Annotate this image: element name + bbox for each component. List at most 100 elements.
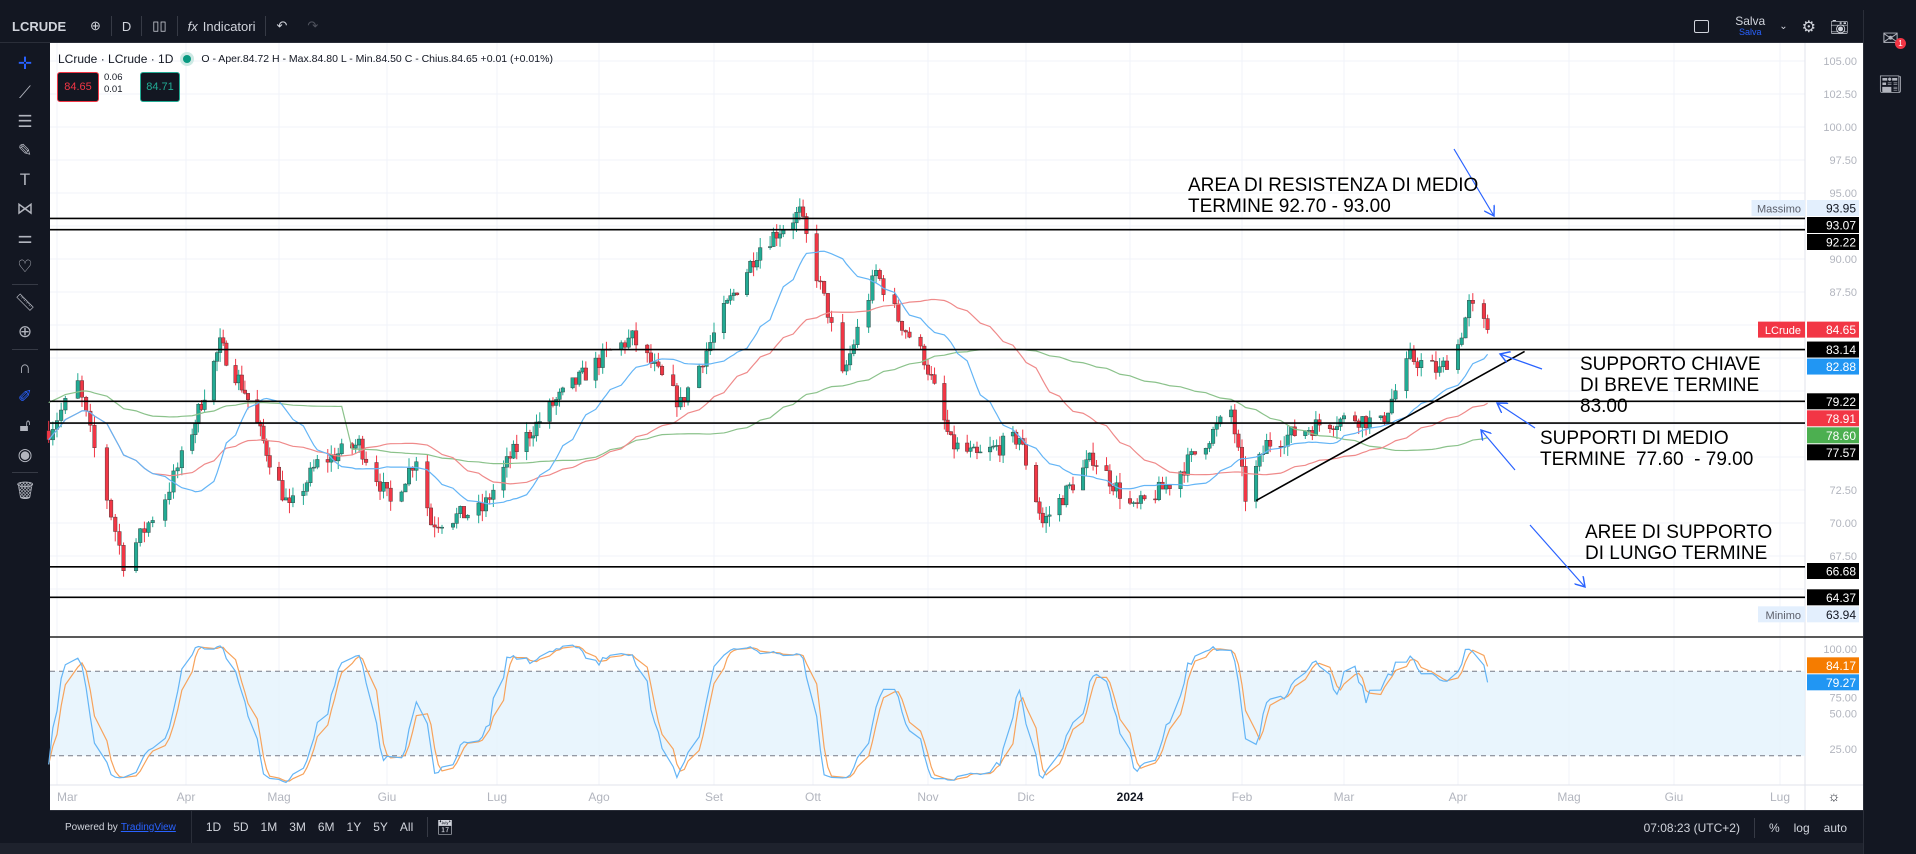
candle-body (1356, 420, 1361, 428)
candle-body (1232, 409, 1237, 435)
candle-body (233, 365, 238, 384)
sell-price-button[interactable]: 84.65 (57, 72, 99, 102)
time-axis-label: Mag (1557, 790, 1580, 804)
candle-body (290, 495, 295, 503)
candle-body (708, 342, 713, 352)
prediction-tool-icon[interactable]: ⚌ (17, 227, 33, 247)
range-5y[interactable]: 5Y (373, 820, 388, 834)
stay-drawing-mode-icon[interactable]: ✐ (17, 386, 33, 406)
candle-body (965, 442, 970, 452)
add-symbol-button[interactable]: ⊕ (80, 10, 111, 42)
brush-icon[interactable]: ✎ (17, 140, 33, 160)
candle-body (364, 458, 369, 463)
heart-icon[interactable]: ♡ (17, 256, 33, 276)
fib-lines-icon[interactable]: ☰ (17, 111, 33, 131)
candle-body (1142, 495, 1147, 500)
magnet-icon[interactable]: ∩ (18, 357, 32, 377)
time-axis-label: Giu (378, 790, 397, 804)
range-6m[interactable]: 6M (317, 820, 335, 834)
bottom-panel-handle[interactable] (0, 843, 1863, 854)
price-axis-tag (1807, 321, 1859, 338)
crosshair-icon[interactable]: ✛ (17, 53, 33, 73)
trash-icon[interactable]: 🗑︎ (14, 480, 36, 500)
lock-icon[interactable]: 🔓︎ (19, 415, 31, 435)
zoom-in-icon[interactable]: ⊕ (17, 321, 33, 341)
range-1m[interactable]: 1M (260, 820, 278, 834)
candle-body (994, 445, 999, 447)
symbol-search[interactable]: LCRUDE (12, 18, 67, 34)
goto-date-calendar-icon[interactable]: 📅︎ (436, 818, 455, 835)
settings-gear-icon[interactable]: ⚙ (1801, 18, 1816, 36)
candle-body (117, 531, 122, 546)
chart-type-button[interactable]: ▯▯ (142, 10, 176, 42)
candle-body (955, 442, 960, 450)
messages-button[interactable]: ✉ 1 (1864, 20, 1916, 56)
pattern-tool-icon[interactable]: ⋈ (16, 198, 34, 218)
candle-body (932, 374, 937, 384)
interval-button[interactable]: D (121, 18, 132, 34)
candle-body (1444, 360, 1449, 370)
text-tool-icon[interactable]: T (19, 169, 31, 189)
annotation-long-support[interactable]: AREE DI SUPPORTO DI LUNGO TERMINE (1585, 522, 1773, 564)
candle-body (410, 468, 415, 471)
candle-body (801, 206, 806, 217)
candle-body (781, 229, 786, 235)
candle-body (104, 447, 109, 501)
annotation-key-support[interactable]: SUPPORTO CHIAVE DI BREVE TERMINE 83.00 (1580, 354, 1761, 417)
price-axis-value: 66.68 (1826, 565, 1856, 579)
redo-button[interactable]: ↷ (297, 10, 328, 42)
camera-icon[interactable]: 📷︎ (1829, 18, 1849, 36)
price-axis-value: 78.60 (1826, 429, 1856, 443)
buy-price-button[interactable]: 84.71 (140, 72, 180, 102)
candle-body (1160, 481, 1165, 490)
auto-scale-toggle[interactable]: auto (1823, 820, 1847, 835)
candle-body (656, 361, 661, 367)
news-button[interactable]: 📰︎ (1864, 66, 1916, 102)
range-5d[interactable]: 5D (233, 820, 249, 834)
range-1y[interactable]: 1Y (346, 820, 362, 834)
redo-icon: ↷ (307, 18, 319, 33)
candle-body (577, 371, 582, 385)
candle-body (1107, 470, 1112, 487)
axis-settings-gear-icon[interactable]: ☼ (1828, 788, 1841, 804)
candle-body (1010, 431, 1015, 437)
price-axis-value: 77.57 (1826, 446, 1856, 460)
range-3m[interactable]: 3M (289, 820, 306, 834)
candle-body (75, 380, 80, 399)
save-button[interactable]: Salva Salva (1735, 15, 1765, 38)
candle-body (952, 434, 957, 450)
tradingview-link[interactable]: TradingView (120, 821, 176, 833)
annotation-resistance[interactable]: AREA DI RESISTENZA DI MEDIO TERMINE 92.7… (1188, 175, 1479, 217)
time-axis-label: 2024 (1117, 790, 1144, 804)
candle-body (1389, 398, 1394, 414)
fullscreen-button[interactable] (1694, 20, 1710, 33)
candle-body (109, 499, 114, 518)
candle-body (1437, 366, 1442, 373)
mail-icon: ✉ (1882, 27, 1899, 50)
candle-body (1331, 428, 1336, 430)
candle-body (146, 522, 151, 533)
range-all[interactable]: All (399, 820, 414, 834)
price-tick-label: 72.50 (1829, 485, 1857, 497)
eye-icon[interactable]: ◉ (17, 444, 33, 464)
candle-body (554, 399, 559, 406)
range-1d[interactable]: 1D (205, 820, 222, 834)
candle-body (399, 491, 404, 502)
ruler-icon[interactable]: 📏︎ (14, 292, 36, 312)
trendline-tool-icon[interactable]: ⟋ (19, 82, 31, 102)
candle-body (245, 393, 250, 400)
window-top-strip (0, 0, 1916, 10)
candle-body (440, 526, 445, 529)
log-scale-toggle[interactable]: log (1793, 820, 1810, 835)
clock-time[interactable]: 07:08:23 (UTC+2) (1643, 820, 1740, 835)
candle-body (1001, 435, 1006, 456)
price-axis-tag (1807, 563, 1859, 579)
save-dropdown-chevron-icon[interactable]: ⌄ (1779, 21, 1788, 32)
annotation-mid-support[interactable]: SUPPORTI DI MEDIO TERMINE 77.60 - 79.00 (1540, 428, 1754, 470)
percent-scale-toggle[interactable]: % (1768, 820, 1780, 835)
indicators-button[interactable]: fx Indicatori (178, 10, 266, 42)
undo-button[interactable]: ↶ (266, 10, 297, 42)
stochastic-tick-label: 25.00 (1829, 744, 1857, 756)
price-axis-tag (1807, 341, 1859, 358)
